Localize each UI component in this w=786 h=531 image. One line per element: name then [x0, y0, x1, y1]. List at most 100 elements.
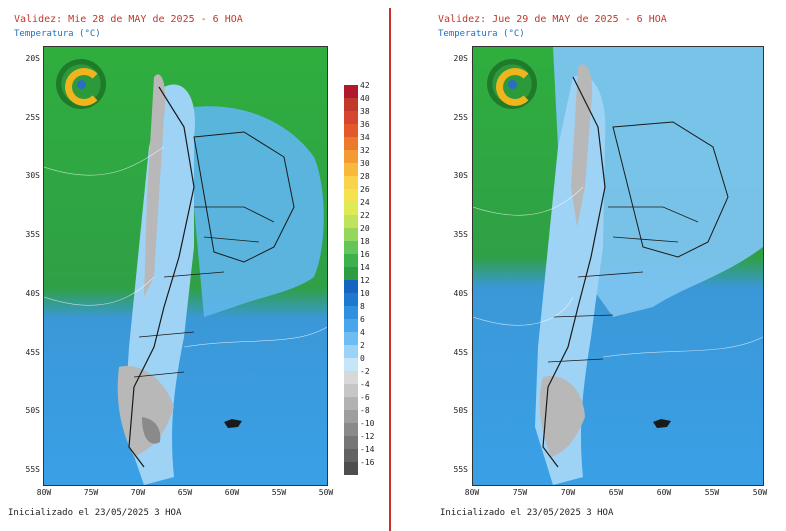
- lat-tick-label: 20S: [25, 54, 40, 63]
- panel-title: Validez: Mie 28 de MAY de 2025 - 6 HOA: [14, 14, 243, 25]
- legend-value-label: 10: [360, 289, 370, 298]
- lon-tick-label: 50W: [752, 488, 768, 497]
- legend-swatch: [344, 345, 358, 358]
- legend-swatch: [344, 189, 358, 202]
- legend-value-label: 16: [360, 250, 370, 259]
- panel-subtitle: Temperatura (°C): [14, 29, 101, 39]
- lat-tick-label: 40S: [453, 289, 468, 298]
- legend-value-label: 28: [360, 172, 370, 181]
- legend-swatch: [344, 423, 358, 436]
- legend-swatch: [344, 371, 358, 384]
- legend-swatch: [344, 254, 358, 267]
- lon-tick-label: 50W: [318, 488, 334, 497]
- legend-value-label: -4: [360, 380, 370, 389]
- legend-value-label: 18: [360, 237, 370, 246]
- legend-swatch: [344, 410, 358, 423]
- lon-tick-label: 75W: [83, 488, 99, 497]
- panel-title: Validez: Jue 29 de MAY de 2025 - 6 HOA: [438, 14, 667, 25]
- lon-tick-label: 70W: [130, 488, 146, 497]
- lon-tick-label: 60W: [224, 488, 240, 497]
- lat-tick-label: 45S: [453, 348, 468, 357]
- lat-tick-label: 25S: [453, 113, 468, 122]
- legend-value-label: 22: [360, 211, 370, 220]
- init-time-label: Inicializado el 23/05/2025 3 HOA: [8, 508, 182, 518]
- legend-value-label: 26: [360, 185, 370, 194]
- legend-value-label: 40: [360, 94, 370, 103]
- legend-swatch: [344, 462, 358, 475]
- legend-swatch: [344, 267, 358, 280]
- smn-logo: [487, 59, 537, 109]
- map-panel-right: Validez: Jue 29 de MAY de 2025 - 6 HOA T…: [392, 0, 786, 531]
- legend-value-label: 42: [360, 81, 370, 90]
- temperature-map: [472, 46, 764, 486]
- legend-swatch: [344, 332, 358, 345]
- legend-value-label: 14: [360, 263, 370, 272]
- legend-swatch: [344, 202, 358, 215]
- lat-tick-label: 55S: [453, 465, 468, 474]
- legend-value-label: 32: [360, 146, 370, 155]
- lon-tick-label: 65W: [608, 488, 624, 497]
- legend-value-label: 24: [360, 198, 370, 207]
- legend-swatch: [344, 436, 358, 449]
- lat-tick-label: 20S: [453, 54, 468, 63]
- legend-swatch: [344, 384, 358, 397]
- lat-tick-label: 35S: [25, 230, 40, 239]
- lon-tick-label: 55W: [271, 488, 287, 497]
- lat-tick-label: 30S: [25, 171, 40, 180]
- legend-value-label: 6: [360, 315, 365, 324]
- legend-swatch: [344, 176, 358, 189]
- lat-tick-label: 45S: [25, 348, 40, 357]
- init-time-label: Inicializado el 23/05/2025 3 HOA: [440, 508, 614, 518]
- legend-swatch: [344, 111, 358, 124]
- legend-value-label: 8: [360, 302, 365, 311]
- legend-value-label: -8: [360, 406, 370, 415]
- legend-value-label: -16: [360, 458, 375, 467]
- lat-tick-label: 30S: [453, 171, 468, 180]
- legend-swatch: [344, 215, 358, 228]
- temperature-map: [43, 46, 328, 486]
- temperature-field: [44, 47, 327, 485]
- legend-swatch: [344, 85, 358, 98]
- lat-tick-label: 55S: [25, 465, 40, 474]
- panel-subtitle: Temperatura (°C): [438, 29, 525, 39]
- temperature-legend: 42 40 38 36 34 32 30 28 26 24 22 20 18 16 14 12 10 8 6 4 2 0-…: [344, 81, 374, 477]
- map-panel-left: Validez: Mie 28 de MAY de 2025 - 6 HOA T…: [0, 0, 389, 531]
- smn-logo: [56, 59, 106, 109]
- legend-value-label: 2: [360, 341, 365, 350]
- legend-value-label: 0: [360, 354, 365, 363]
- legend-value-label: 12: [360, 276, 370, 285]
- legend-value-label: 36: [360, 120, 370, 129]
- legend-swatch: [344, 137, 358, 150]
- legend-swatch: [344, 397, 358, 410]
- lon-tick-label: 80W: [36, 488, 52, 497]
- legend-value-label: -10: [360, 419, 375, 428]
- lat-tick-label: 50S: [25, 406, 40, 415]
- legend-swatch: [344, 241, 358, 254]
- legend-value-label: 30: [360, 159, 370, 168]
- legend-swatch: [344, 358, 358, 371]
- lon-tick-label: 70W: [560, 488, 576, 497]
- legend-value-label: 34: [360, 133, 370, 142]
- legend-swatch: [344, 228, 358, 241]
- lon-tick-label: 60W: [656, 488, 672, 497]
- legend-swatch: [344, 124, 358, 137]
- lon-tick-label: 65W: [177, 488, 193, 497]
- lat-tick-label: 40S: [25, 289, 40, 298]
- lat-tick-label: 25S: [25, 113, 40, 122]
- legend-swatch: [344, 449, 358, 462]
- temperature-field: [473, 47, 763, 485]
- legend-value-label: -12: [360, 432, 375, 441]
- legend-value-label: 20: [360, 224, 370, 233]
- legend-swatch: [344, 306, 358, 319]
- legend-swatch: [344, 150, 358, 163]
- panel-divider: [389, 8, 391, 531]
- lat-tick-label: 50S: [453, 406, 468, 415]
- legend-swatch: [344, 319, 358, 332]
- lon-tick-label: 55W: [704, 488, 720, 497]
- legend-swatch: [344, 163, 358, 176]
- legend-value-label: 4: [360, 328, 365, 337]
- lat-tick-label: 35S: [453, 230, 468, 239]
- legend-value-label: -14: [360, 445, 375, 454]
- lon-tick-label: 75W: [512, 488, 528, 497]
- legend-swatch: [344, 293, 358, 306]
